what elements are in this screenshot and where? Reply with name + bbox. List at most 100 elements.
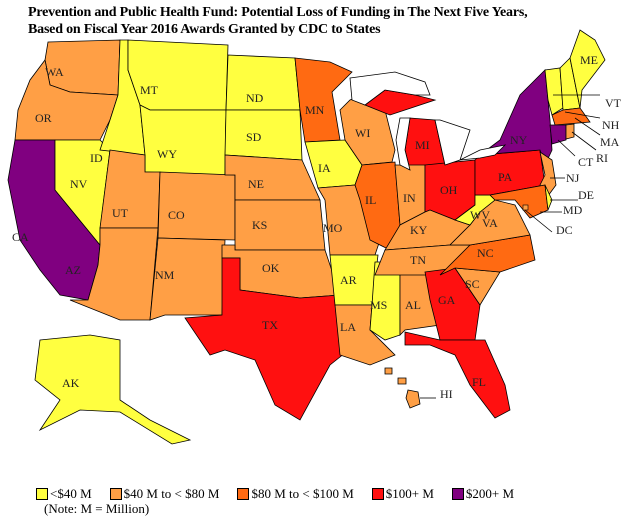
callout-line-ri [571,131,597,151]
state-wy [139,104,227,176]
state-label-wi: WI [355,126,370,140]
state-nm [149,237,226,321]
state-hi [384,367,393,375]
state-label-wy: WY [157,147,177,161]
legend-item-40-80m: $40 M to < $80 M [109,486,220,501]
state-label-in: IN [403,191,416,205]
state-label-sd: SD [246,130,262,144]
state-label-vt: VT [605,96,622,110]
state-label-nj: NJ [566,171,580,185]
state-co [157,171,236,241]
legend-swatch [237,487,250,500]
great-lake [434,119,471,166]
state-label-dc: DC [556,223,573,237]
legend-label: $100+ M [385,486,434,501]
state-label-oh: OH [440,183,458,197]
state-label-ms: MS [370,298,387,312]
state-label-wa: WA [45,65,64,79]
great-lake [395,117,411,171]
great-lake [459,144,507,161]
state-label-al: AL [405,298,421,312]
legend-label: $80 M to < $100 M [251,486,354,501]
state-ma [551,107,591,126]
state-label-id: ID [90,151,103,165]
state-label-ga: GA [438,293,456,307]
state-mt [127,39,229,111]
state-label-ne: NE [248,177,264,191]
callout-line-ct [557,139,576,157]
state-label-me: ME [580,53,598,67]
state-label-mt: MT [140,83,159,97]
legend-note: (Note: M = Million) [44,501,150,516]
state-label-ok: OK [262,261,280,275]
state-sd [224,109,303,161]
state-label-il: IL [365,193,376,207]
legend-item-80-100m: $80 M to < $100 M [237,486,354,501]
legend-item-under-40m: <$40 M [36,486,92,501]
legend-label: $200+ M [465,486,515,501]
state-label-co: CO [168,208,185,222]
state-or [14,59,119,141]
state-label-ar: AR [340,273,357,287]
state-label-mi: MI [415,138,430,152]
state-label-de: DE [578,188,594,202]
callout-line-dc [524,209,553,233]
map-title: Prevention and Public Health Fund: Poten… [28,4,528,38]
title-line-1: Prevention and Public Health Fund: Poten… [28,5,528,20]
state-tx [184,257,356,421]
state-hi [405,389,421,409]
state-label-nh: NH [602,118,620,132]
legend-swatch [451,487,464,500]
state-label-ca: CA [12,230,29,244]
state-label-hi: HI [440,387,453,401]
state-label-az: AZ [65,263,81,277]
state-label-tx: TX [262,318,278,332]
state-label-nc: NC [477,246,494,260]
state-label-nm: NM [155,268,175,282]
state-ak [34,334,192,445]
state-label-ak: AK [62,376,80,390]
state-label-la: LA [340,320,356,334]
state-label-nv: NV [70,177,88,191]
state-ri [565,123,575,140]
state-ct [549,124,567,145]
state-label-or: OR [35,111,52,125]
state-label-sc: SC [465,277,480,291]
state-label-mn: MN [305,103,325,117]
state-label-ks: KS [252,218,267,232]
state-label-ma: MA [600,135,620,149]
title-line-2: Based on Fiscal Year 2016 Awards Granted… [28,22,381,37]
state-ne [224,154,321,201]
state-label-ky: KY [410,223,428,237]
callout-line-nh [564,111,601,119]
legend-swatch [36,487,48,500]
state-label-mo: MO [323,221,343,235]
state-label-tn: TN [410,253,426,267]
state-dc [522,204,529,211]
state-label-va: VA [482,216,498,230]
state-fl [404,331,511,419]
legend-item-200m-plus: $200+ M [451,486,515,501]
state-label-ut: UT [112,206,129,220]
state-label-pa: PA [498,170,513,184]
legend-item-100m-plus: $100+ M [371,486,434,501]
state-mn [294,57,353,143]
state-label-fl: FL [472,375,486,389]
state-label-ri: RI [596,151,608,165]
state-label-ny: NY [510,133,528,147]
callout-line-ma [574,117,601,136]
legend-swatch [109,487,122,500]
state-vt [544,67,564,116]
state-label-nd: ND [246,91,264,105]
state-ks [234,199,326,251]
state-label-ia: IA [318,161,331,175]
state-label-ct: CT [578,155,594,169]
state-az [69,227,159,321]
state-hi [397,377,407,385]
great-lake [349,71,431,106]
legend: <$40 M $40 M to < $80 M $80 M to < $100 … [36,486,514,516]
legend-label: $40 M to < $80 M [123,486,220,501]
legend-label: <$40 M [50,486,92,501]
